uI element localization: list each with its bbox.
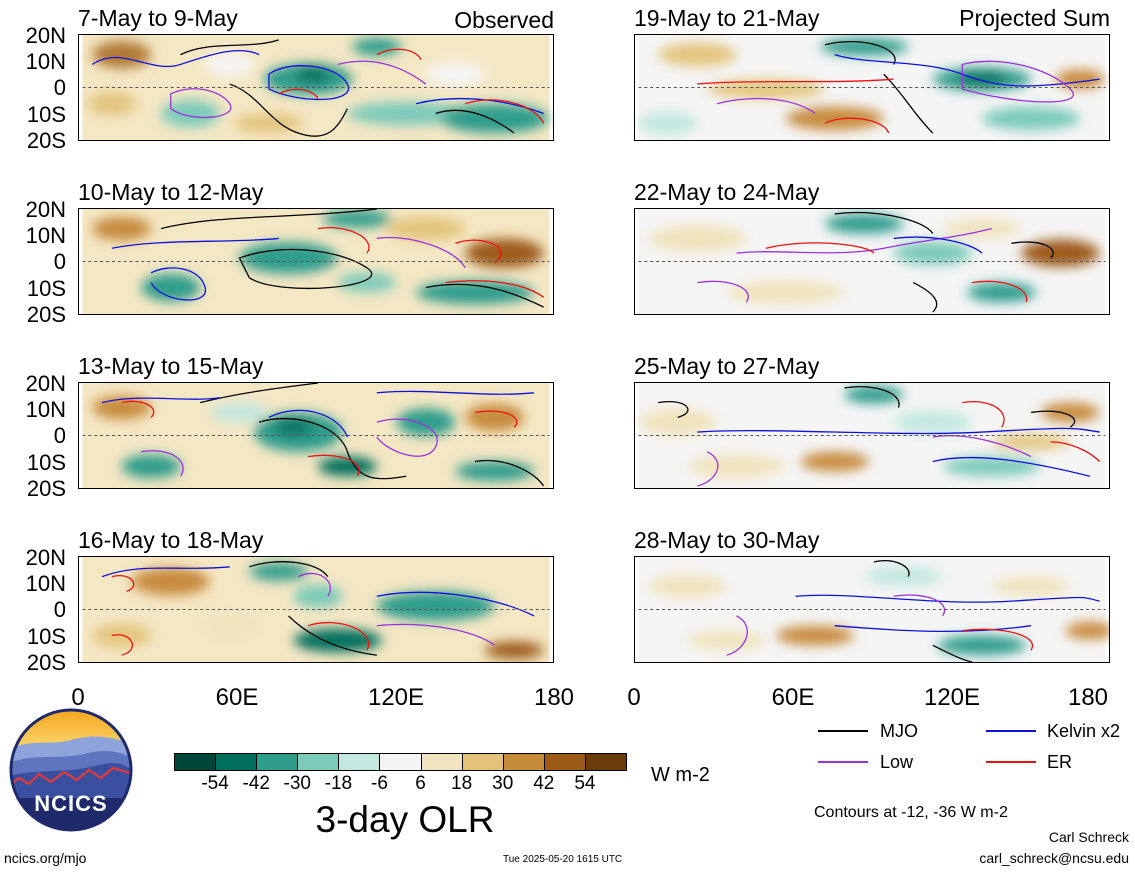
lat-tick-20s: 20S: [26, 650, 66, 675]
lat-tick-0: 0: [53, 75, 66, 100]
colorbar-tick-label: 30: [492, 773, 514, 794]
footer-email: carl_schreck@ncsu.edu: [979, 850, 1129, 866]
lat-tick-20n: 20N: [25, 545, 66, 570]
panel-title-obs-2: 10-May to 12-May: [78, 179, 264, 205]
lat-tick-10n: 10N: [25, 223, 66, 248]
lat-tick-10n: 10N: [25, 49, 66, 74]
legend-line-low: [818, 761, 868, 763]
legend-label-kelvin: Kelvin x2: [1047, 721, 1121, 741]
lat-tick-20s: 20S: [26, 302, 66, 327]
colorbar-title: 3-day OLR: [315, 799, 495, 840]
legend-line-mjo: [818, 730, 868, 732]
panel-title-proj-2: 22-May to 24-May: [634, 179, 820, 205]
colorbar-cell: [174, 753, 217, 771]
lat-tick-0: 0: [53, 597, 66, 622]
lon-tick-0: 0: [71, 684, 85, 711]
lat-tick-0: 0: [53, 423, 66, 448]
colorbar-cell: [420, 753, 463, 771]
legend-line-er: [986, 761, 1036, 763]
colorbar-cell: [297, 753, 340, 771]
observed-label: Observed: [454, 7, 554, 33]
panel-title-obs-3: 13-May to 15-May: [78, 353, 264, 379]
colorbar-tick-label: -18: [324, 773, 353, 794]
lon-tick-180: 180: [1067, 684, 1109, 711]
lon-tick-120e: 120E: [367, 684, 425, 711]
lat-tick-10s: 10S: [26, 276, 66, 301]
olr-map-proj-4: [634, 556, 1110, 663]
colorbar-cell: [256, 753, 299, 771]
contour-note: Contours at -12, -36 W m-2: [814, 804, 1008, 821]
colorbar-tick-label: -6: [371, 773, 388, 794]
panel-title-proj-1: 19-May to 21-May: [634, 5, 820, 31]
olr-map-proj-1: [634, 34, 1110, 141]
colorbar-cell: [215, 753, 258, 771]
lat-tick-10s: 10S: [26, 624, 66, 649]
colorbar-cell: [543, 753, 586, 771]
colorbar-units: W m-2: [651, 764, 710, 786]
lat-tick-10n: 10N: [25, 397, 66, 422]
lat-tick-20n: 20N: [25, 371, 66, 396]
footer-site: ncics.org/mjo: [4, 850, 87, 866]
ncics-logo: NCICS: [9, 708, 133, 832]
lon-tick-60e: 60E: [771, 684, 815, 711]
lat-tick-20n: 20N: [25, 197, 66, 222]
olr-map-obs-4: [78, 556, 554, 663]
ncics-logo-text: NCICS: [34, 791, 107, 816]
colorbar-tick-label: 18: [451, 773, 473, 794]
lat-tick-10s: 10S: [26, 102, 66, 127]
lon-tick-120e: 120E: [923, 684, 981, 711]
panel-title-proj-4: 28-May to 30-May: [634, 527, 820, 553]
panel-title-proj-3: 25-May to 27-May: [634, 353, 820, 379]
colorbar-cell: [584, 753, 627, 771]
lat-tick-20s: 20S: [26, 128, 66, 153]
footer-timestamp: Tue 2025-05-20 1615 UTC: [503, 854, 623, 865]
olr-map-obs-1: [78, 34, 554, 141]
olr-map-obs-2: [78, 208, 554, 315]
olr-map-obs-3: [78, 382, 554, 489]
lon-tick-60e: 60E: [215, 684, 259, 711]
legend-line-kelvin: [986, 730, 1036, 732]
olr-map-proj-3: [634, 382, 1110, 489]
panel-title-obs-4: 16-May to 18-May: [78, 527, 264, 553]
panel-title-obs-1: 7-May to 9-May: [78, 5, 238, 31]
colorbar: [174, 753, 627, 771]
lat-tick-10s: 10S: [26, 450, 66, 475]
colorbar-cell: [502, 753, 545, 771]
colorbar-tick-label: 42: [533, 773, 555, 794]
colorbar-cell: [338, 753, 381, 771]
colorbar-tick-label: 54: [574, 773, 596, 794]
projected-sum-label: Projected Sum: [959, 5, 1110, 31]
colorbar-tick-label: -30: [283, 773, 311, 794]
lat-tick-10n: 10N: [25, 571, 66, 596]
lat-tick-0: 0: [53, 249, 66, 274]
lat-tick-20n: 20N: [25, 23, 66, 48]
lon-tick-0: 0: [627, 684, 641, 711]
lon-tick-180: 180: [533, 684, 575, 711]
colorbar-cell: [379, 753, 422, 771]
legend-label-low: Low: [880, 752, 914, 772]
legend-label-er: ER: [1047, 752, 1073, 772]
olr-map-proj-2: [634, 208, 1110, 315]
footer-author: Carl Schreck: [1048, 829, 1129, 845]
lat-tick-20s: 20S: [26, 476, 66, 501]
colorbar-tick-label: -42: [242, 773, 270, 794]
legend-label-mjo: MJO: [880, 721, 918, 741]
colorbar-tick-label: -54: [201, 773, 229, 794]
colorbar-tick-label: 6: [415, 773, 426, 794]
colorbar-cell: [461, 753, 504, 771]
